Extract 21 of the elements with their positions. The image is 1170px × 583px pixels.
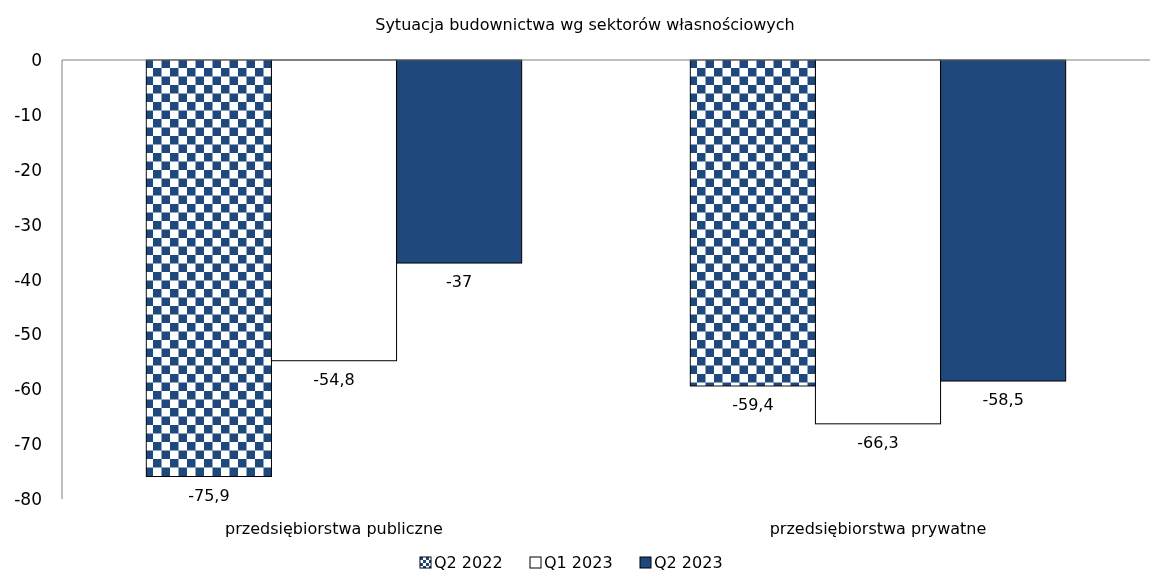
x-tick-label: przedsiębiorstwa publiczne	[225, 519, 443, 538]
data-label: -75,9	[188, 485, 230, 505]
x-tick-label: przedsiębiorstwa prywatne	[769, 519, 987, 538]
y-tick-label: -50	[14, 324, 42, 345]
data-label: -54,8	[313, 369, 355, 389]
y-tick-label: -10	[14, 104, 42, 125]
legend-label: Q2 2023	[654, 553, 723, 572]
data-label: -66,3	[857, 432, 899, 452]
data-label: -58,5	[982, 390, 1024, 410]
y-tick-label: -30	[14, 214, 42, 235]
y-tick-label: 0	[31, 50, 42, 70]
legend-label: Q2 2022	[434, 553, 503, 572]
data-label: -37	[446, 272, 473, 292]
data-label: -59,4	[732, 394, 774, 414]
y-tick-label: -40	[14, 269, 42, 290]
y-tick-label: -80	[14, 489, 42, 509]
y-tick-label: -20	[14, 159, 42, 180]
legend-label: Q1 2023	[544, 553, 613, 572]
y-tick-label: -70	[14, 434, 42, 455]
chart-title: Sytuacja budownictwa wg sektorów własnościowych	[375, 15, 795, 34]
y-tick-label: -60	[14, 379, 42, 400]
